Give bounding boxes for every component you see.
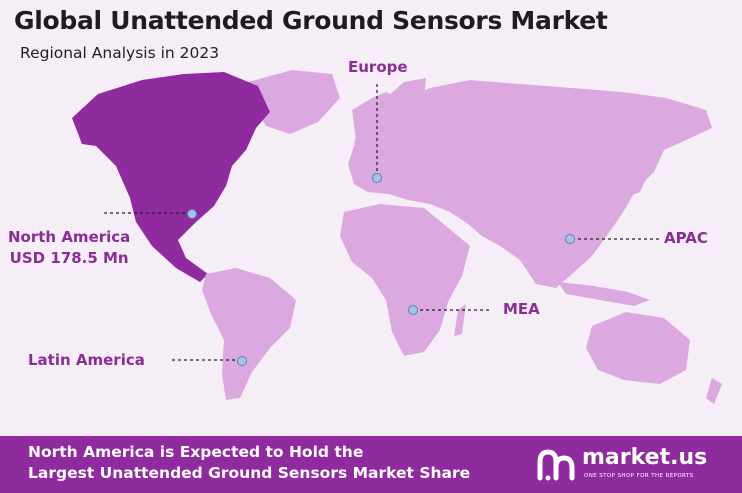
apac-label: APAC xyxy=(664,229,708,247)
footer-text: North America is Expected to Hold the La… xyxy=(28,442,470,484)
mea-label: MEA xyxy=(503,300,540,318)
land-se-asia-islands xyxy=(558,282,650,306)
latin-america-marker xyxy=(237,356,247,366)
world-map xyxy=(72,70,722,404)
europe-label: Europe xyxy=(348,58,408,76)
land-madagascar xyxy=(454,304,466,336)
north-america-name: North America xyxy=(8,228,131,246)
page-subtitle: Regional Analysis in 2023 xyxy=(20,44,220,62)
brand-tagline: ONE STOP SHOP FOR THE REPORTS xyxy=(584,473,694,479)
footer-line-2: Largest Unattended Ground Sensors Market… xyxy=(28,464,471,482)
north-america-marker xyxy=(187,209,197,219)
land-south-america xyxy=(202,268,296,400)
land-australia xyxy=(586,312,690,384)
land-africa xyxy=(340,204,470,356)
north-america-label: North America USD 178.5 Mn xyxy=(8,227,130,269)
land-scandinavia xyxy=(386,78,426,118)
brand-name: market.us xyxy=(582,445,708,470)
mea-marker xyxy=(408,305,418,315)
europe-marker xyxy=(372,173,382,183)
brand-logo: market.us ONE STOP SHOP FOR THE REPORTS xyxy=(534,444,730,486)
land-greenland xyxy=(248,70,340,134)
latin-america-label: Latin America xyxy=(28,351,145,369)
market-us-logo-icon xyxy=(537,449,575,481)
apac-marker xyxy=(565,234,575,244)
land-new-zealand xyxy=(706,378,722,404)
land-uk xyxy=(354,118,372,148)
north-america-value: USD 178.5 Mn xyxy=(9,249,129,267)
land-north-america xyxy=(72,72,270,282)
footer-line-1: North America is Expected to Hold the xyxy=(28,443,364,461)
page-title: Global Unattended Ground Sensors Market xyxy=(14,6,608,35)
footer-banner: North America is Expected to Hold the La… xyxy=(0,436,742,493)
land-eurasia xyxy=(348,80,712,288)
land-japan xyxy=(630,162,650,196)
